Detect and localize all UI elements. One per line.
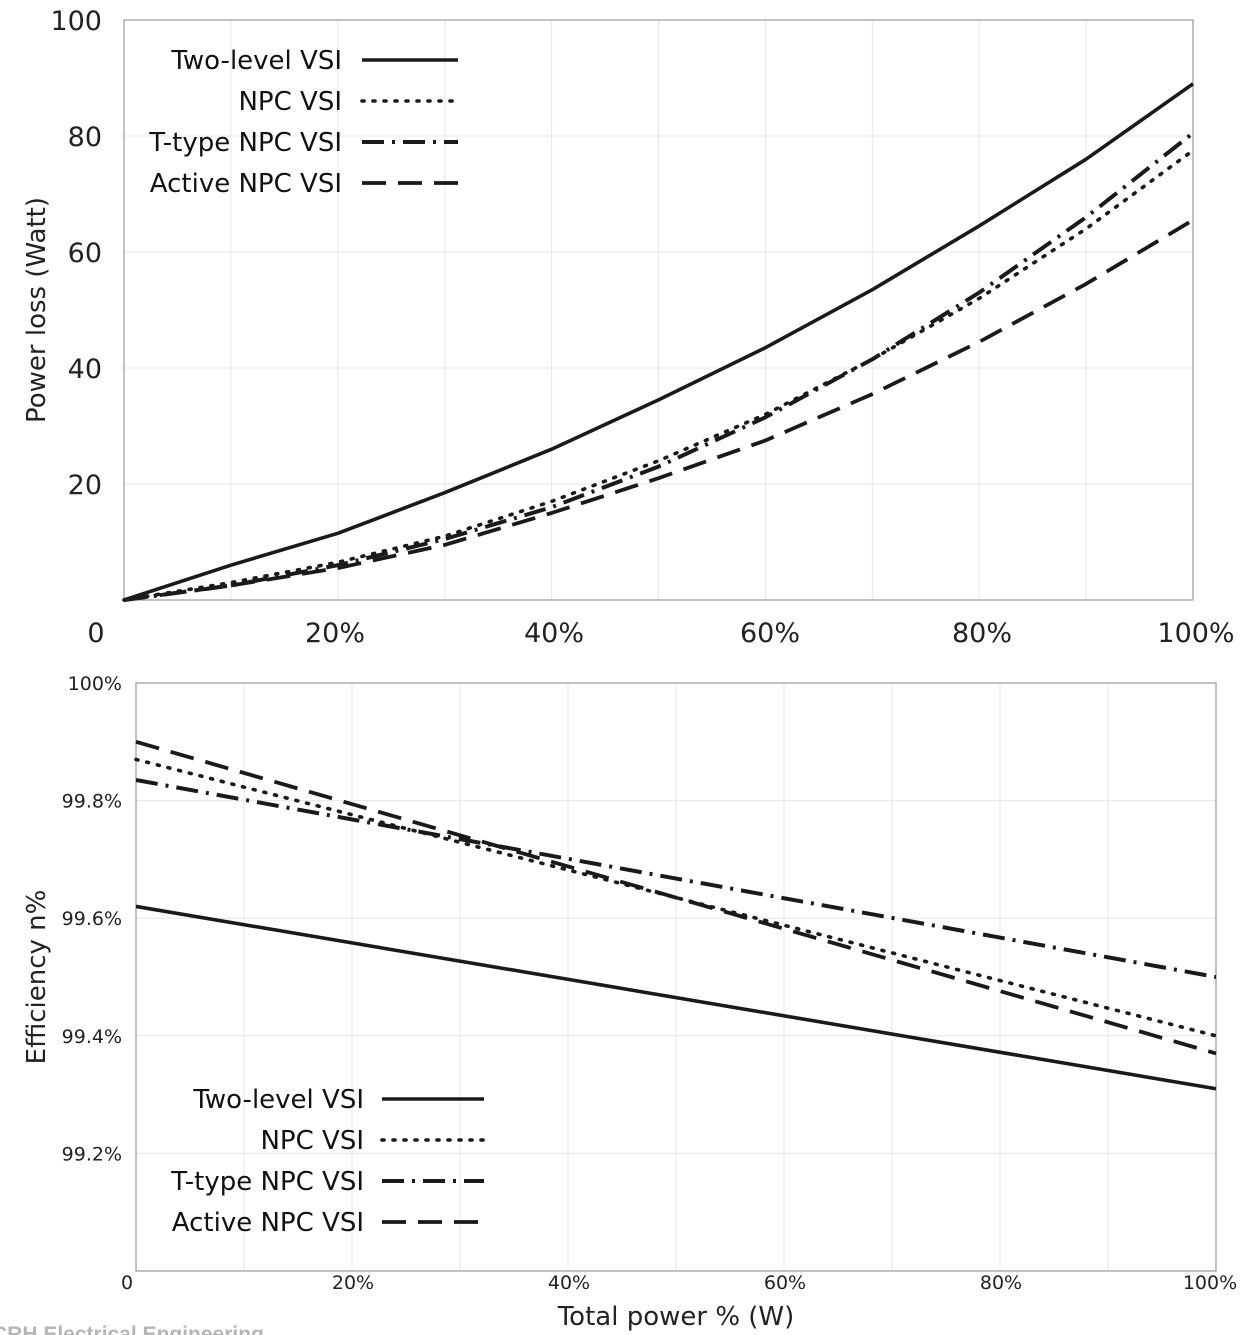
series-line (134, 757, 1218, 1038)
legend-label: T-type NPC VSI (170, 1167, 364, 1197)
watermark-text: CRH Electrical Engineering (0, 1323, 264, 1335)
x-tick-label: 100% (1183, 1272, 1237, 1294)
y-tick-label: 99.4% (62, 1026, 122, 1048)
x-axis-label: Total power % (W) (557, 1302, 795, 1332)
legend-label: NPC VSI (260, 1126, 364, 1156)
y-tick-label: 99.2% (62, 1143, 122, 1165)
y-tick-label: 60 (68, 238, 102, 269)
plot-frame (123, 19, 1194, 601)
x-tick-label: 60% (764, 1272, 806, 1294)
x-tick-label: 100% (1157, 618, 1234, 649)
y-axis-label: Efficiency n% (22, 890, 52, 1065)
x-tick-label: 80% (980, 1272, 1022, 1294)
series-line (123, 218, 1194, 602)
x-tick-label: 40% (548, 1272, 590, 1294)
y-tick-label: 80 (68, 122, 102, 153)
x-tick-label: 80% (952, 618, 1012, 649)
series-line (123, 131, 1195, 602)
y-tick-label: 20 (68, 470, 102, 501)
series-line (135, 904, 1217, 1091)
legend-label: Two-level VSI (192, 1085, 364, 1115)
x-tick-label: 60% (740, 618, 800, 649)
series-line (135, 778, 1217, 979)
x-tick-label: 20% (332, 1272, 374, 1294)
legend-label: Active NPC VSI (150, 169, 342, 199)
legend-label: NPC VSI (238, 87, 342, 117)
series-line (122, 148, 1195, 602)
x-tick-label: 20% (305, 618, 365, 649)
series-line (135, 739, 1217, 1056)
series-line (123, 82, 1195, 602)
y-tick-label: 40 (68, 354, 102, 385)
y-tick-label: 100 (50, 6, 102, 37)
x-tick-label: 0 (121, 1272, 133, 1294)
y-axis-label: Power loss (Watt) (22, 197, 52, 423)
y-tick-label: 100% (68, 673, 122, 695)
legend-label: T-type NPC VSI (148, 128, 342, 158)
legend-label: Two-level VSI (170, 46, 342, 76)
x-tick-label: 40% (524, 618, 584, 649)
legend-label: Active NPC VSI (172, 1208, 364, 1238)
x-tick-label: 0 (87, 618, 104, 649)
y-tick-label: 99.6% (62, 908, 122, 930)
y-tick-label: 99.8% (62, 791, 122, 813)
